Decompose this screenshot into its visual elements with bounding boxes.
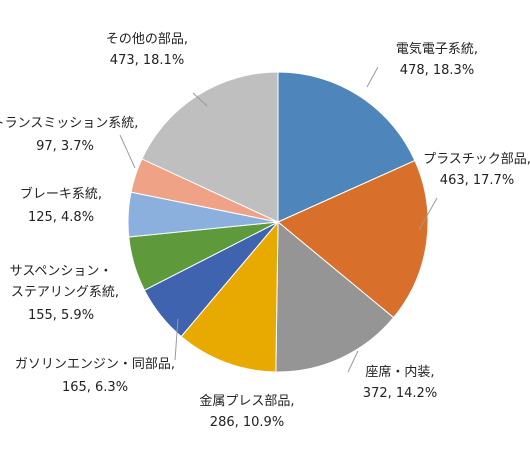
pie-slice-4 xyxy=(180,220,279,373)
leader-line-2 xyxy=(418,197,438,231)
data-label-name: 電気電子系統, xyxy=(396,41,478,57)
data-label-name: トランスミッション系統, xyxy=(0,116,138,131)
leader-line-3 xyxy=(347,350,359,373)
leader-line-1 xyxy=(366,66,379,88)
data-label-name: 金属プレス部品, xyxy=(199,393,294,409)
pie-slice-9 xyxy=(141,71,279,223)
leader-line-9 xyxy=(192,92,208,107)
data-label-name: ステアリング系統, xyxy=(11,285,119,300)
leader-line-8 xyxy=(119,134,136,169)
data-label-name: プラスチック部品, xyxy=(423,152,530,167)
data-label-name: ガソリンエンジン・同部品, xyxy=(15,357,175,372)
pie-slice-1 xyxy=(277,71,416,223)
pie-slice-3 xyxy=(275,220,395,373)
data-label-value: 473, 18.1% xyxy=(110,53,184,68)
data-label-value: 125, 4.8% xyxy=(28,210,94,225)
pie-slices xyxy=(127,71,429,373)
data-label-value: 463, 17.7% xyxy=(440,173,514,188)
data-label-name: ブレーキ系統, xyxy=(20,186,102,202)
data-label-value: 286, 10.9% xyxy=(210,415,284,430)
data-label-value: 372, 14.2% xyxy=(363,386,437,401)
data-label-value: 97, 3.7% xyxy=(36,139,94,154)
data-label-value: 165, 6.3% xyxy=(62,380,128,395)
data-labels: 電気電子系統, 478, 18.3% プラスチック部品, 463, 17.7% 座席・内… xyxy=(0,32,530,430)
pie-slice-2 xyxy=(277,159,429,319)
data-label-value: 155, 5.9% xyxy=(28,308,94,323)
data-label-name: 座席・内装, xyxy=(365,364,434,380)
leader-line-5 xyxy=(174,318,179,361)
data-label-value: 478, 18.3% xyxy=(400,63,474,78)
data-label-name: サスペンション・ xyxy=(10,264,113,279)
data-label-name: その他の部品, xyxy=(106,32,188,47)
